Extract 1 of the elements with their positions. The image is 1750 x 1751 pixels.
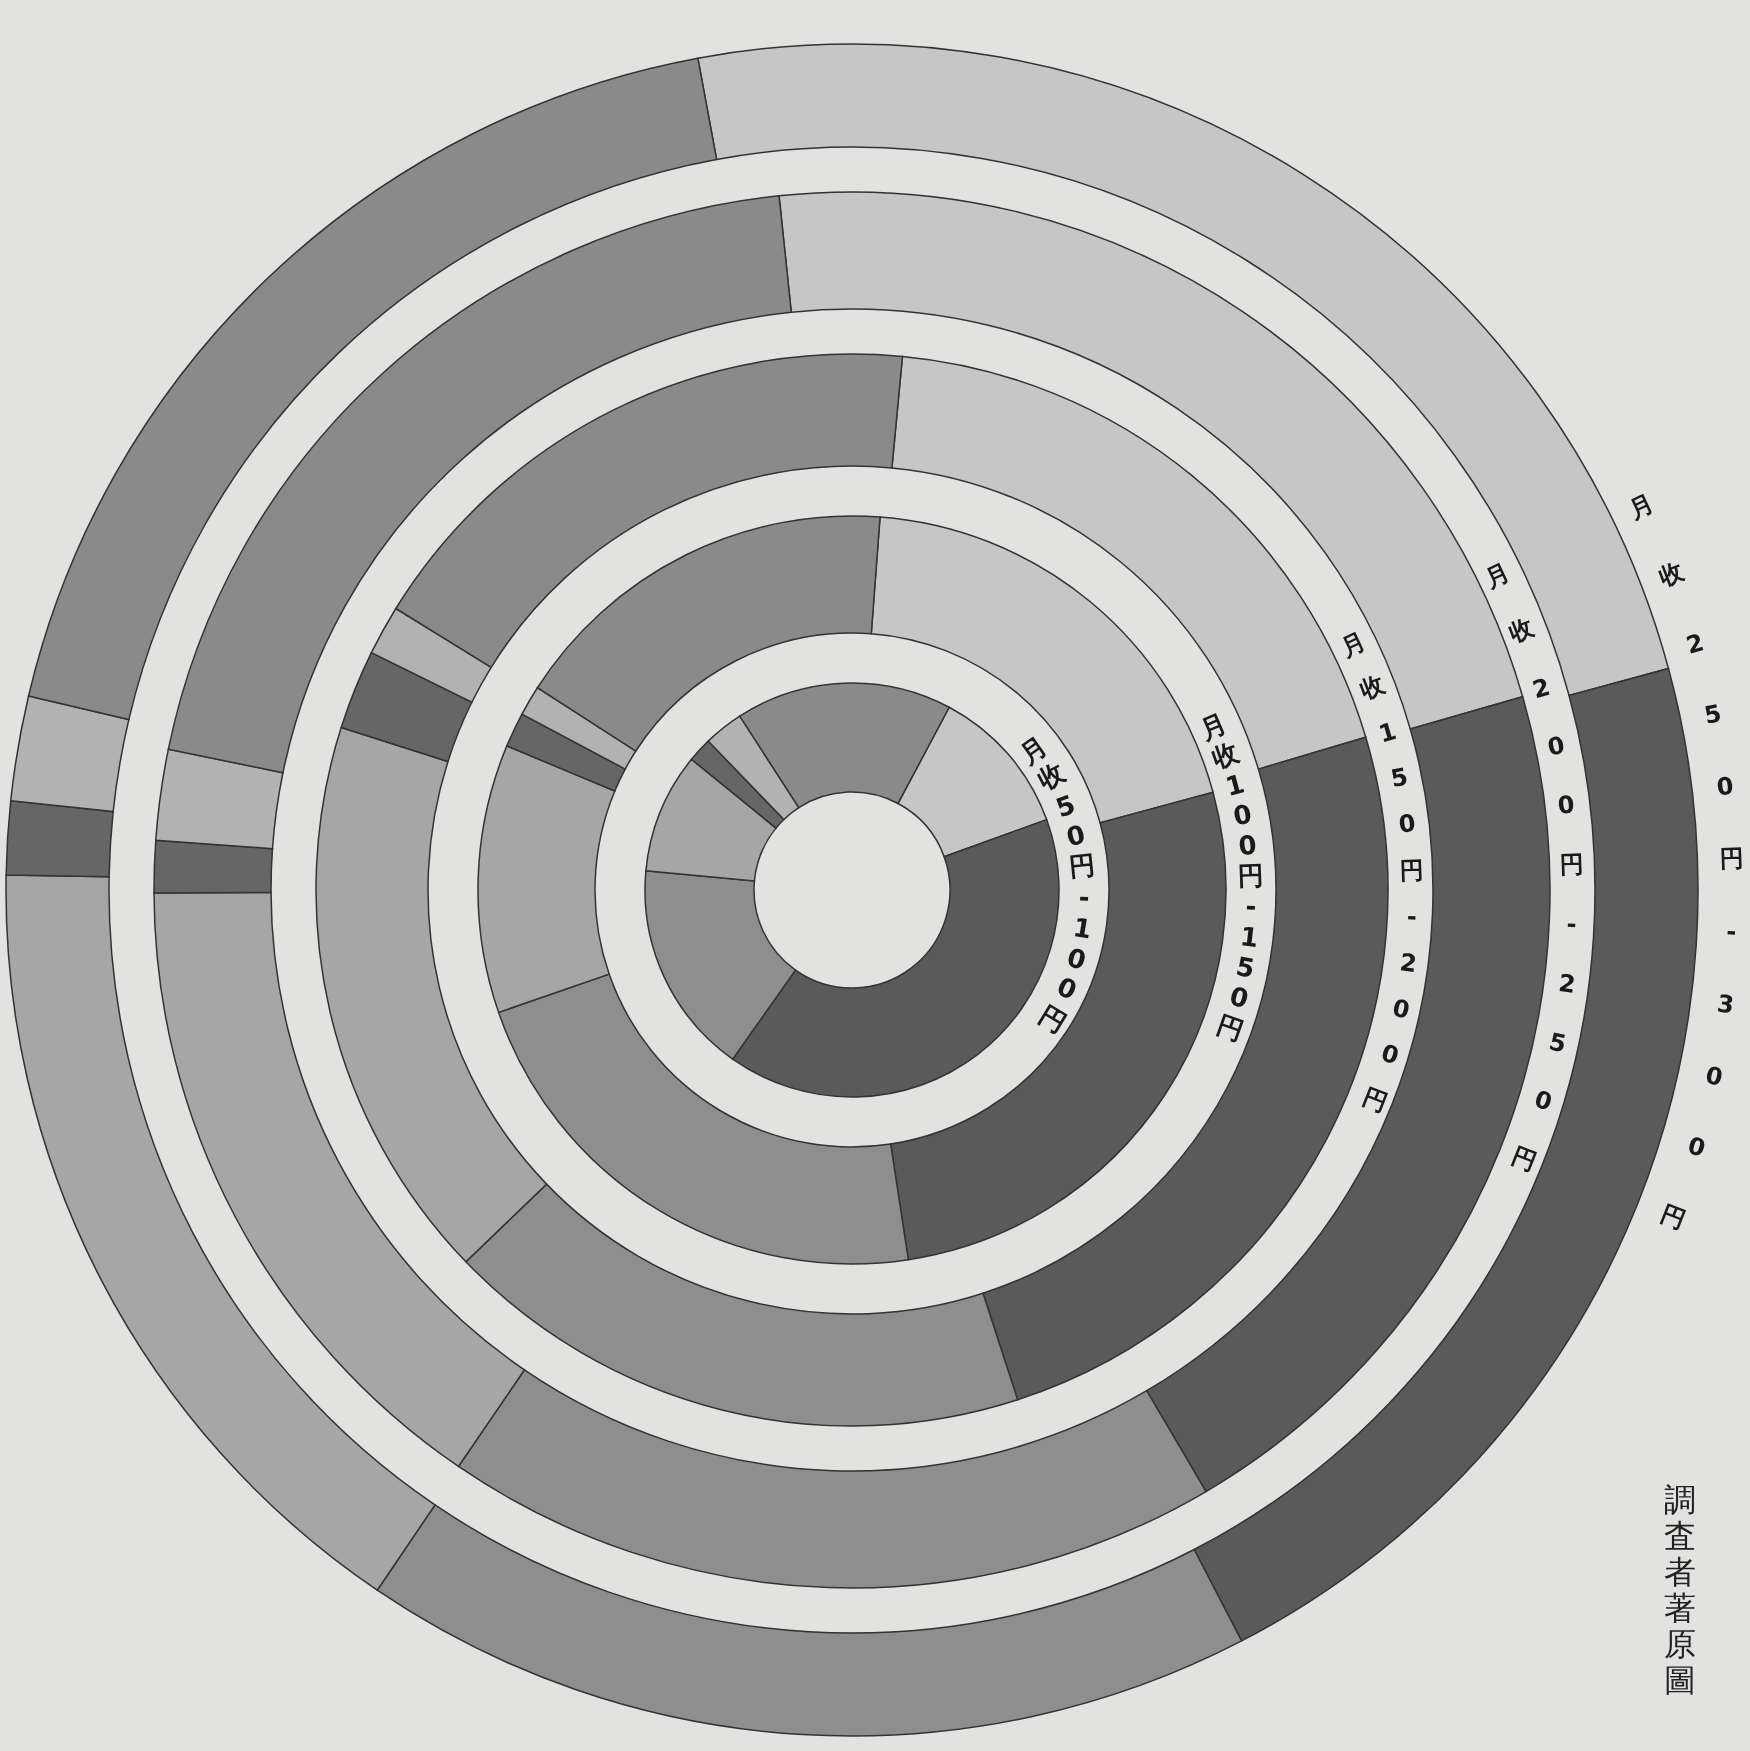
- text: 調査者著原圖: [1664, 1481, 1696, 1699]
